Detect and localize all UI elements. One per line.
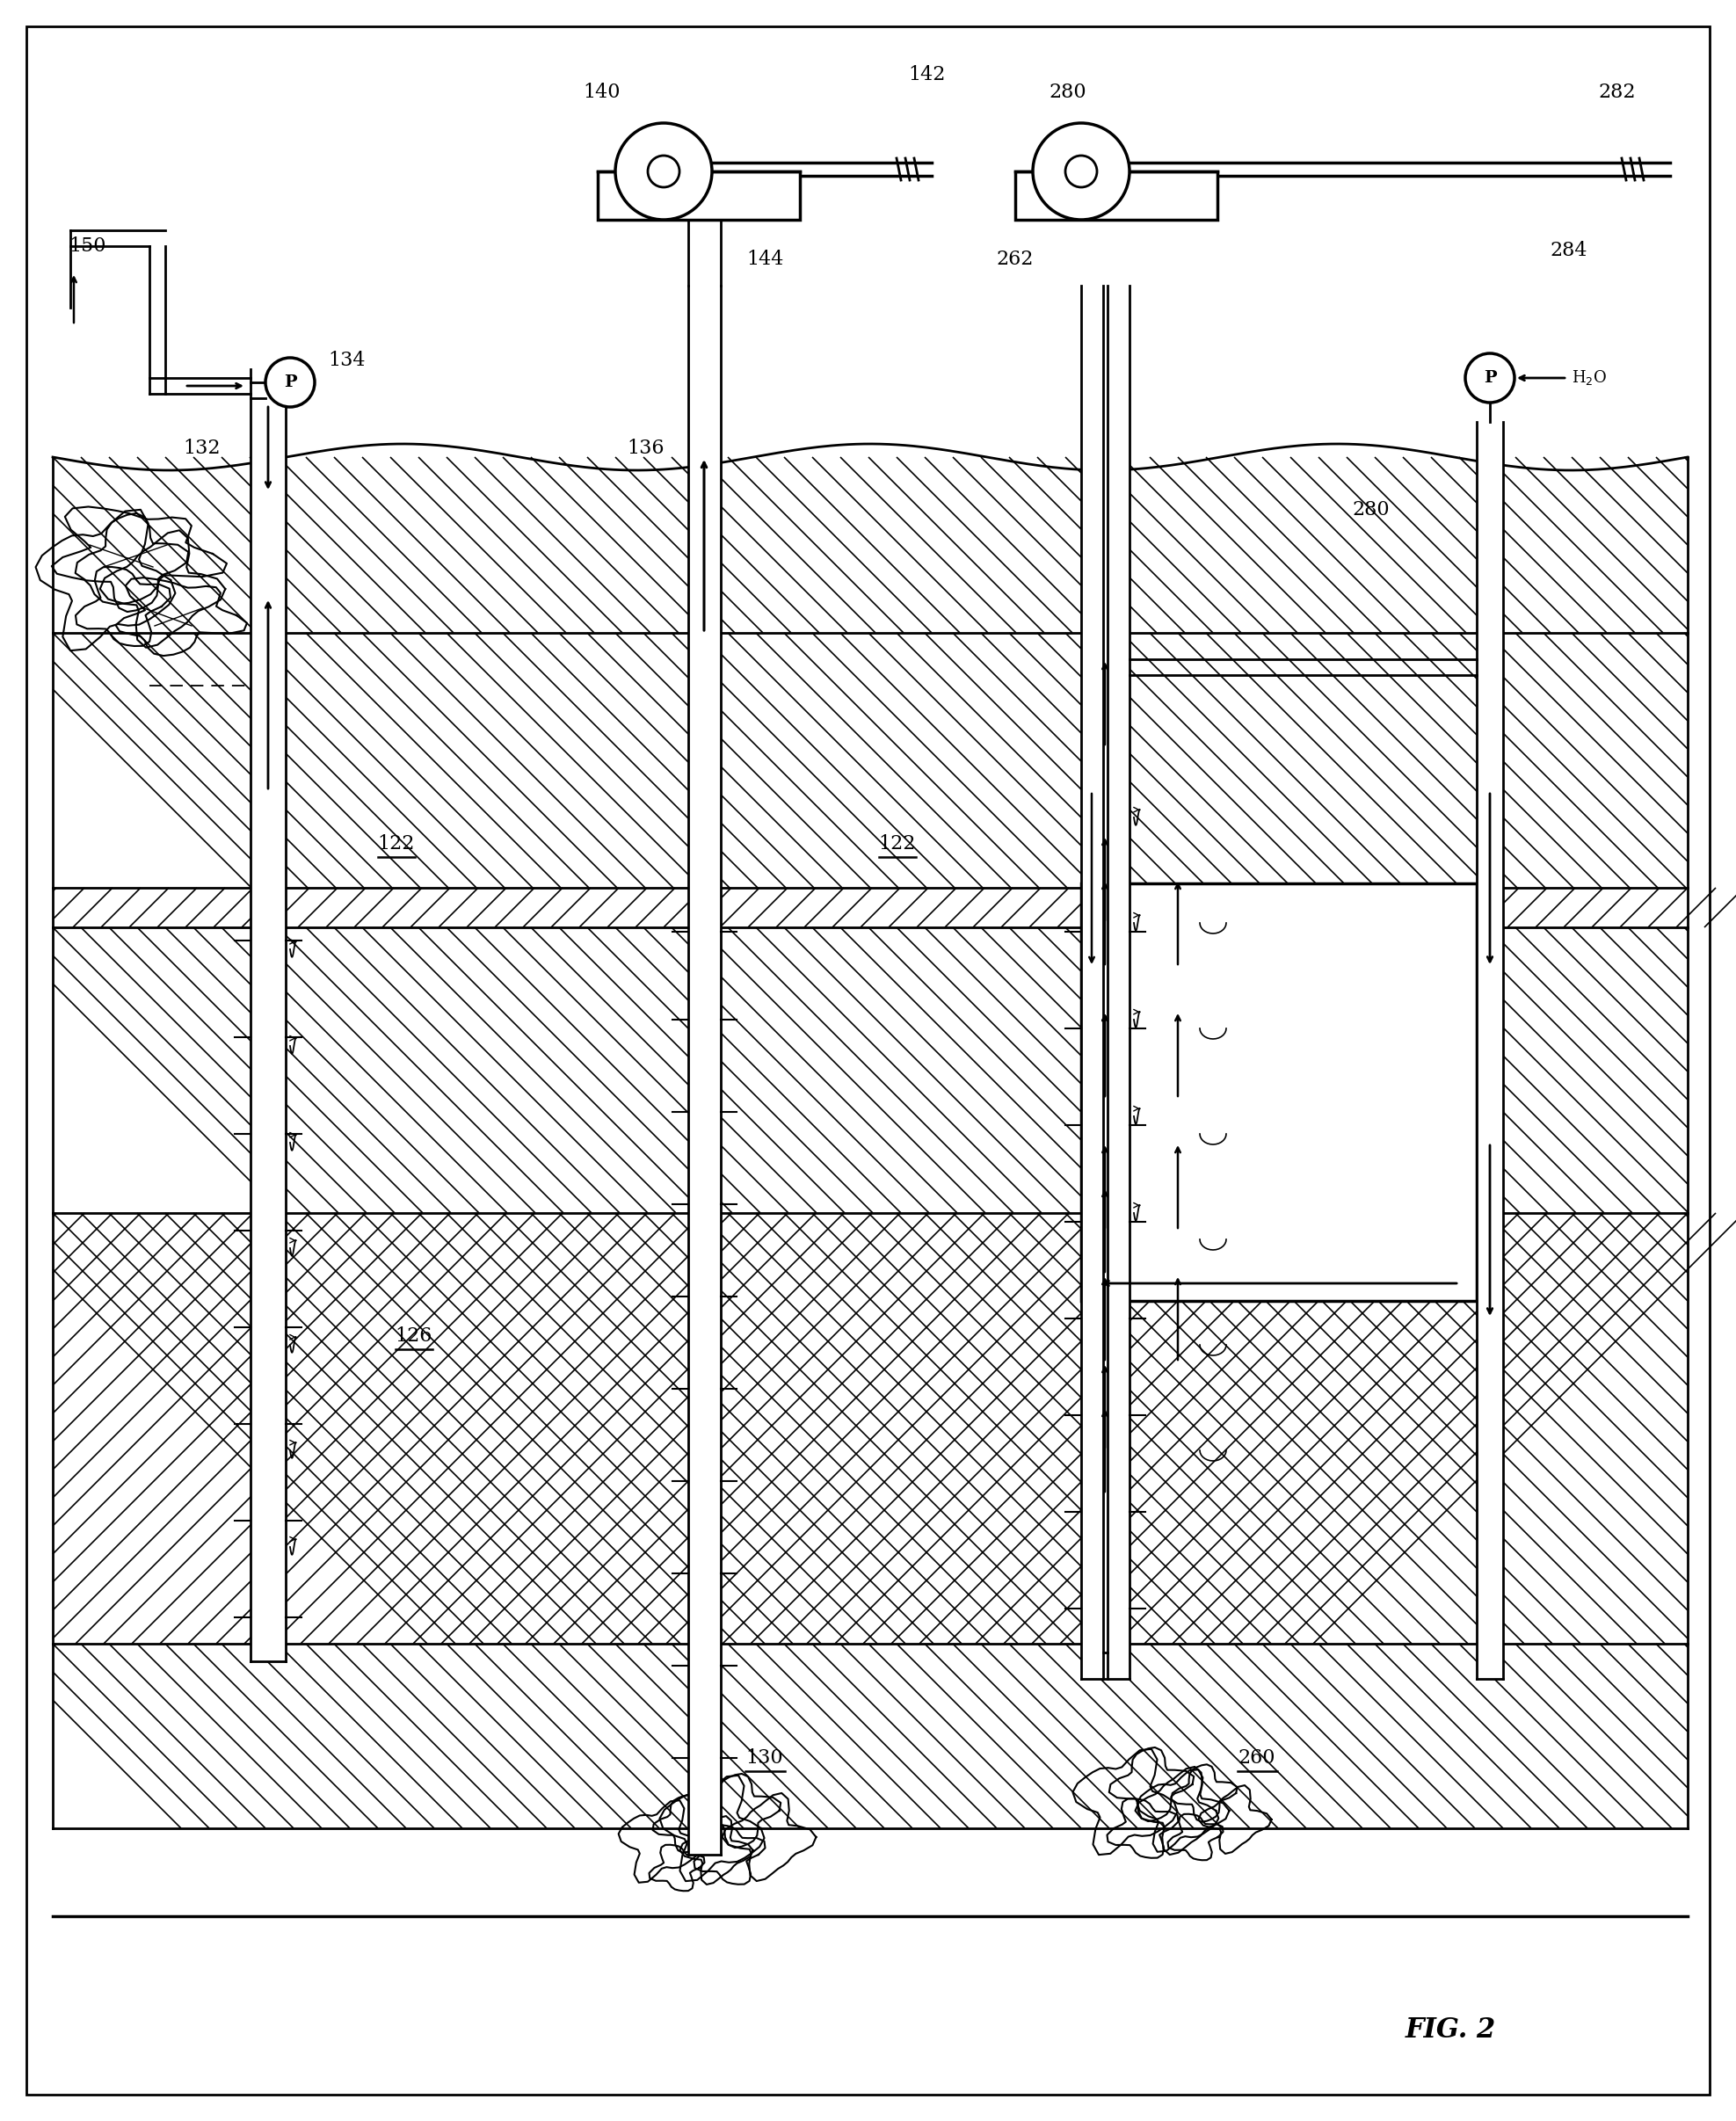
Bar <box>52 456 1687 1915</box>
Text: 144: 144 <box>746 250 783 269</box>
Text: 280: 280 <box>1049 83 1087 102</box>
Text: 150: 150 <box>69 235 106 257</box>
Text: 260: 260 <box>1238 1748 1276 1767</box>
Bar <box>597 172 800 221</box>
Bar <box>149 378 250 395</box>
Bar <box>71 231 167 246</box>
Bar <box>687 286 720 1854</box>
Circle shape <box>648 155 679 187</box>
Text: 136: 136 <box>627 439 665 458</box>
Text: P: P <box>283 375 297 390</box>
Bar <box>1016 172 1217 221</box>
Bar <box>663 163 932 176</box>
Circle shape <box>1066 155 1097 187</box>
Text: P: P <box>1484 369 1496 386</box>
Text: 140: 140 <box>583 83 621 102</box>
Text: 142: 142 <box>908 66 946 85</box>
Text: 122: 122 <box>377 834 415 853</box>
Bar <box>1082 163 1670 176</box>
Text: FIG. 2: FIG. 2 <box>1404 2017 1496 2045</box>
Text: 280: 280 <box>1352 501 1391 520</box>
Circle shape <box>266 358 314 407</box>
Bar <box>1102 286 1108 1680</box>
Circle shape <box>1033 123 1130 221</box>
Text: 134: 134 <box>328 350 366 369</box>
Text: 284: 284 <box>1550 242 1588 261</box>
Bar <box>1082 286 1102 1680</box>
Text: 262: 262 <box>996 250 1035 269</box>
Bar <box>1082 882 1477 1300</box>
Text: 282: 282 <box>1599 83 1635 102</box>
Text: 122: 122 <box>878 834 915 853</box>
Text: 126: 126 <box>394 1326 432 1345</box>
Text: 130: 130 <box>746 1748 783 1767</box>
Text: H$_2$O: H$_2$O <box>1571 369 1608 388</box>
Bar <box>250 369 286 1661</box>
Bar <box>1108 286 1130 1680</box>
Circle shape <box>1465 354 1514 403</box>
Circle shape <box>615 123 712 221</box>
Bar <box>1477 422 1503 1680</box>
Text: 132: 132 <box>184 439 220 458</box>
